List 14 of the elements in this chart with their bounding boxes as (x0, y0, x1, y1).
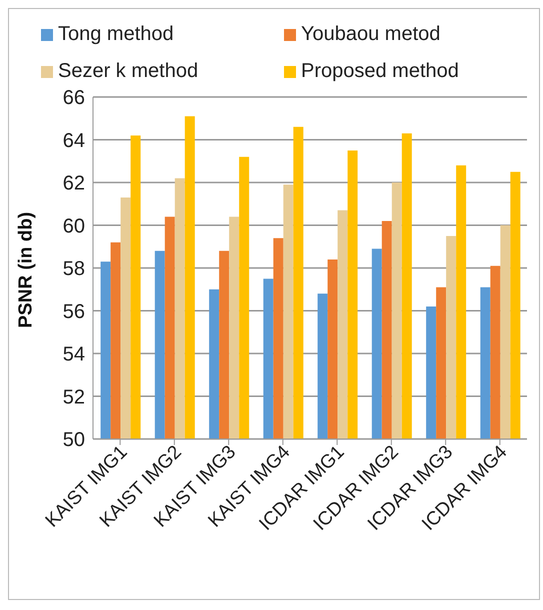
y-tick-label: 50 (62, 429, 85, 452)
y-tick-label: 62 (62, 172, 85, 195)
y-tick-label: 54 (62, 344, 85, 366)
y-tick-label: 52 (62, 386, 85, 408)
y-tick-label: 56 (62, 300, 85, 323)
y-tick-label: 60 (62, 215, 85, 238)
y-tick-label: 64 (62, 130, 85, 152)
legend-label: Youbaou metod (301, 23, 440, 46)
legend-label: Tong method (58, 23, 174, 46)
y-tick-label: 58 (62, 258, 85, 280)
legend-label: Proposed method (301, 60, 459, 83)
y-tick-label: 66 (62, 87, 85, 110)
legend-label: Sezer k method (58, 60, 198, 83)
y-axis-title: PSNR (in db) (16, 212, 37, 328)
